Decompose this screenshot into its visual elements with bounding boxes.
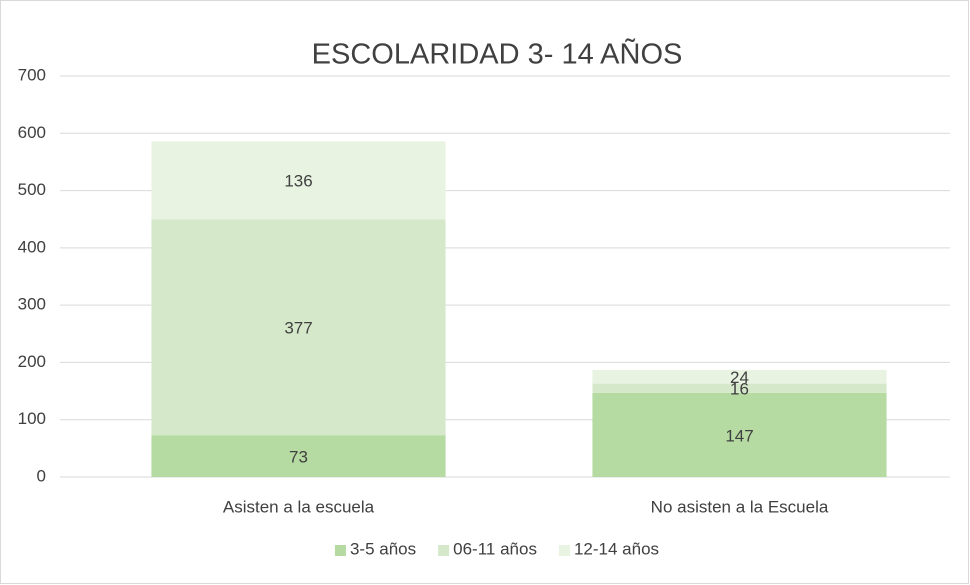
data-label: 147: [725, 426, 753, 445]
bar-segment: [151, 435, 446, 477]
bar-segment: [592, 392, 887, 477]
legend-swatch: [438, 545, 450, 556]
y-tick-label: 500: [18, 180, 46, 199]
y-tick-label: 300: [18, 295, 46, 314]
legend-swatch: [558, 545, 570, 556]
y-tick-label: 0: [37, 466, 46, 485]
data-label: 377: [284, 319, 312, 338]
bar-segment: [592, 383, 887, 393]
bar-segment: [592, 369, 887, 384]
y-tick-label: 100: [18, 409, 46, 428]
data-label: 136: [284, 172, 312, 191]
x-tick-label: Asisten a la escuela: [223, 497, 375, 516]
data-label: 24: [730, 368, 749, 387]
legend-label: 3-5 años: [350, 539, 416, 558]
y-tick-label: 200: [18, 352, 46, 371]
y-tick-label: 600: [18, 123, 46, 142]
data-label: 73: [289, 448, 308, 467]
x-tick-label: No asisten a la Escuela: [651, 497, 829, 516]
legend-label: 12-14 años: [574, 539, 659, 558]
bar-segment: [151, 141, 446, 220]
legend-swatch: [334, 545, 346, 556]
bar-segment: [151, 219, 446, 436]
y-tick-label: 700: [18, 65, 46, 84]
legend-label: 06-11 años: [453, 539, 537, 558]
chart-title: ESCOLARIDAD 3- 14 AÑOS: [312, 37, 683, 71]
y-tick-label: 400: [18, 237, 46, 256]
data-label: 16: [730, 380, 749, 399]
